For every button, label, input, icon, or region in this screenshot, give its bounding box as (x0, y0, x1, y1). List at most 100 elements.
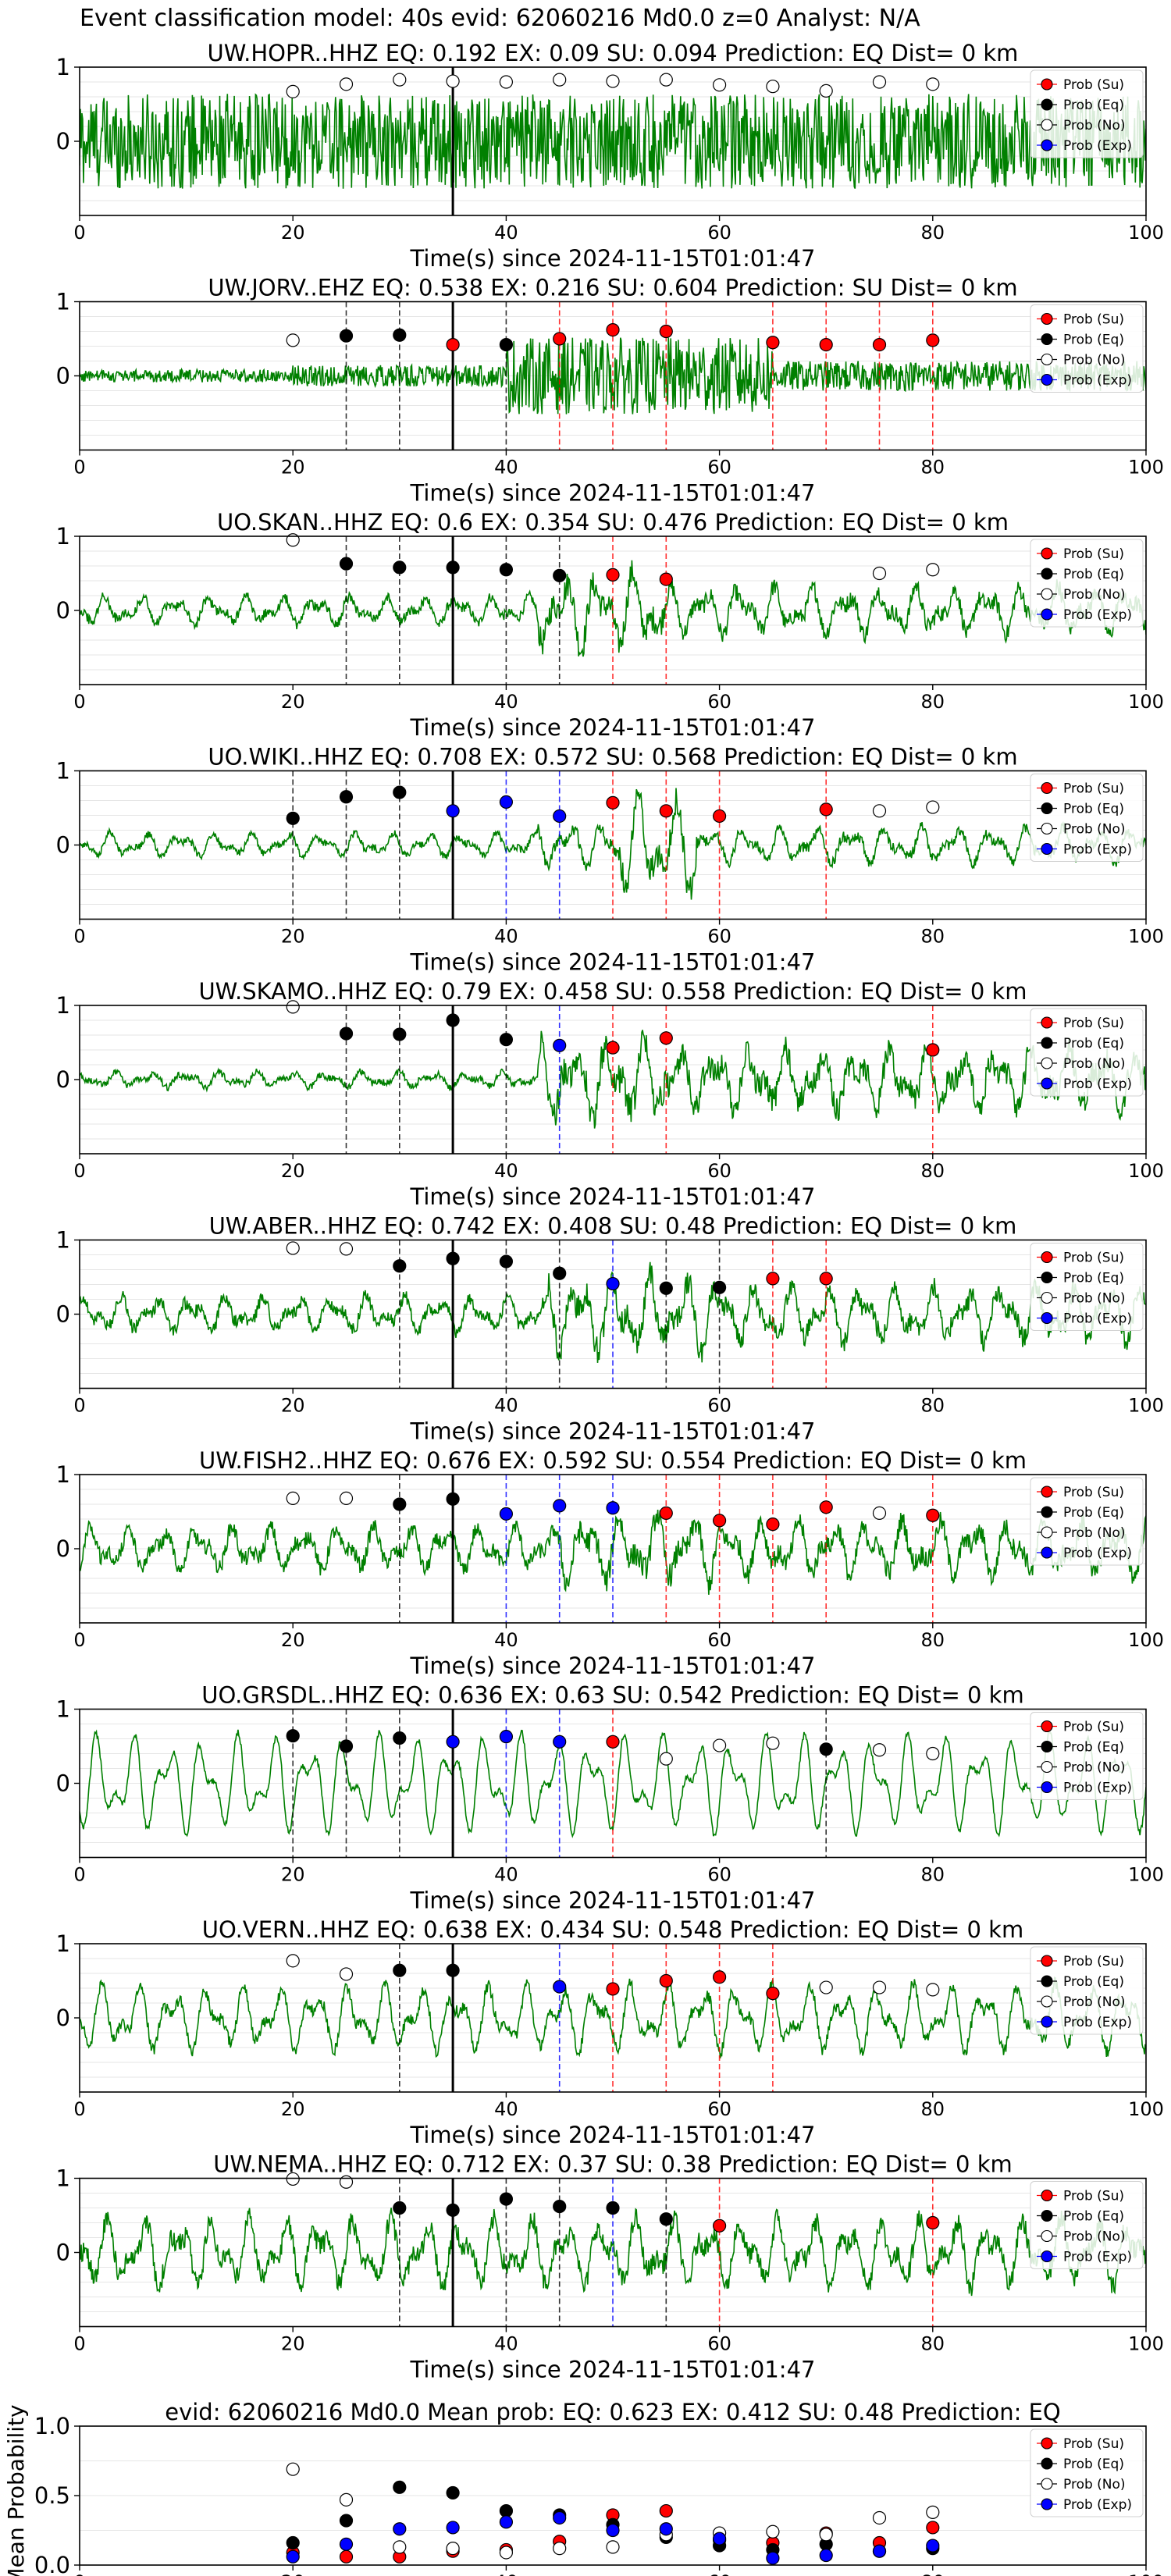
data-point (446, 1735, 460, 1749)
data-point (446, 1013, 460, 1027)
data-point (553, 2510, 567, 2525)
data-point (393, 2540, 407, 2554)
x-tick-label: 60 (707, 2333, 731, 2355)
legend-marker (1041, 1526, 1053, 1539)
legend-label: Prob (Exp) (1063, 1546, 1132, 1561)
legend-marker (1041, 2457, 1053, 2470)
legend-marker (1041, 1016, 1053, 1029)
x-tick-label: 80 (921, 2098, 945, 2120)
x-tick-label: 100 (1128, 691, 1164, 713)
data-point (659, 2522, 673, 2536)
data-point (606, 1501, 620, 1515)
data-point (553, 2200, 567, 2214)
data-point (286, 333, 300, 347)
x-tick-label: 20 (281, 2333, 305, 2355)
data-point (339, 2492, 354, 2507)
data-point (286, 2172, 300, 2186)
data-point (393, 328, 407, 342)
x-tick-label: 60 (707, 691, 731, 713)
data-point (339, 557, 354, 571)
legend-marker (1041, 1740, 1053, 1753)
x-axis-label: Time(s) since 2024-11-15T01:01:47 (410, 245, 816, 272)
data-point (446, 2542, 460, 2556)
data-point (606, 1276, 620, 1291)
x-tick-label: 0 (73, 1864, 85, 1886)
legend-label: Prob (Eq) (1063, 1036, 1124, 1051)
legend-label: Prob (No) (1063, 2229, 1126, 2245)
data-point (499, 338, 514, 352)
data-point (659, 1973, 673, 1988)
data-point (339, 790, 354, 804)
subplot-9: UO.VERN..HHZ EQ: 0.638 EX: 0.434 SU: 0.5… (56, 1916, 1164, 2148)
waveform-trace (80, 93, 1146, 189)
legend-marker (1041, 1251, 1053, 1264)
data-point (446, 1963, 460, 1977)
x-tick-label: 100 (1128, 1160, 1164, 1182)
legend-label: Prob (Eq) (1063, 98, 1124, 113)
data-point (446, 560, 460, 575)
x-axis-label: Time(s) since 2024-11-15T01:01:47 (410, 1183, 816, 1210)
data-point (499, 1033, 514, 1047)
data-point (766, 1987, 780, 2001)
legend-label: Prob (Exp) (1063, 2497, 1132, 2513)
subplot-2: UW.JORV..EHZ EQ: 0.538 EX: 0.216 SU: 0.6… (56, 275, 1164, 507)
legend-marker (1041, 802, 1053, 815)
legend-label: Prob (Su) (1063, 1485, 1124, 1500)
data-point (872, 1506, 887, 1521)
subplot-title: UW.SKAMO..HHZ EQ: 0.79 EX: 0.458 SU: 0.5… (198, 978, 1027, 1005)
data-point (446, 1492, 460, 1506)
data-point (819, 1500, 833, 1514)
data-point (499, 2503, 514, 2518)
legend-label: Prob (No) (1063, 118, 1126, 133)
data-point (606, 1041, 620, 1055)
data-point (819, 802, 833, 817)
x-tick-label: 100 (1128, 457, 1164, 479)
subplot-title: UO.VERN..HHZ EQ: 0.638 EX: 0.434 SU: 0.5… (202, 1916, 1023, 1943)
legend: Prob (Su) Prob (Eq) Prob (No) Prob (Exp) (1030, 774, 1144, 862)
y-tick-label: 1 (56, 1227, 70, 1254)
waveform-trace (80, 337, 1146, 415)
legend-marker (1041, 2016, 1053, 2028)
data-point (553, 1980, 567, 1994)
data-point (553, 809, 567, 824)
legend-label: Prob (No) (1063, 1760, 1126, 1776)
y-tick-label: 0.0 (34, 2552, 70, 2576)
data-point (339, 2175, 354, 2189)
legend-marker (1041, 333, 1053, 346)
x-tick-label: 0 (73, 1160, 85, 1182)
data-point (872, 75, 887, 89)
x-axis-label: Time(s) since 2024-11-15T01:01:47 (410, 1888, 816, 1914)
x-tick-label: 0 (73, 2333, 85, 2355)
data-point (712, 2218, 727, 2233)
data-point (499, 2546, 514, 2560)
subplot-7: UW.FISH2..HHZ EQ: 0.676 EX: 0.592 SU: 0.… (56, 1447, 1164, 1679)
legend-marker (1041, 78, 1053, 91)
x-tick-label: 0 (73, 1395, 85, 1417)
x-tick-label: 20 (281, 457, 305, 479)
y-tick-label: 1.0 (34, 2413, 70, 2439)
x-tick-label: 20 (281, 1160, 305, 1182)
legend-box (1030, 304, 1144, 393)
data-point (819, 1980, 833, 1994)
data-point (926, 77, 940, 91)
x-axis-label: Time(s) since 2024-11-15T01:01:47 (410, 480, 816, 507)
legend-box (1030, 1712, 1144, 1800)
x-tick-label: 0 (73, 222, 85, 244)
x-tick-label: 60 (707, 1629, 731, 1651)
legend-marker (1041, 373, 1053, 386)
data-point (339, 1026, 354, 1041)
subplot-11: evid: 62060216 Md0.0 Mean prob: EQ: 0.62… (3, 2399, 1164, 2576)
data-point (339, 2549, 354, 2564)
x-tick-label: 60 (707, 2098, 731, 2120)
x-tick-label: 40 (494, 691, 518, 713)
legend-marker (1041, 1995, 1053, 2008)
y-tick-label: 1 (56, 1461, 70, 1488)
legend: Prob (Su) Prob (Eq) Prob (No) Prob (Exp) (1030, 539, 1144, 628)
x-axis-label: Time(s) since 2024-11-15T01:01:47 (410, 1418, 816, 1445)
legend-label: Prob (Su) (1063, 1954, 1124, 1969)
data-point (446, 804, 460, 818)
data-point (499, 75, 514, 89)
data-point (606, 323, 620, 337)
legend: Prob (Su) Prob (Eq) Prob (No) Prob (Exp) (1030, 69, 1144, 158)
